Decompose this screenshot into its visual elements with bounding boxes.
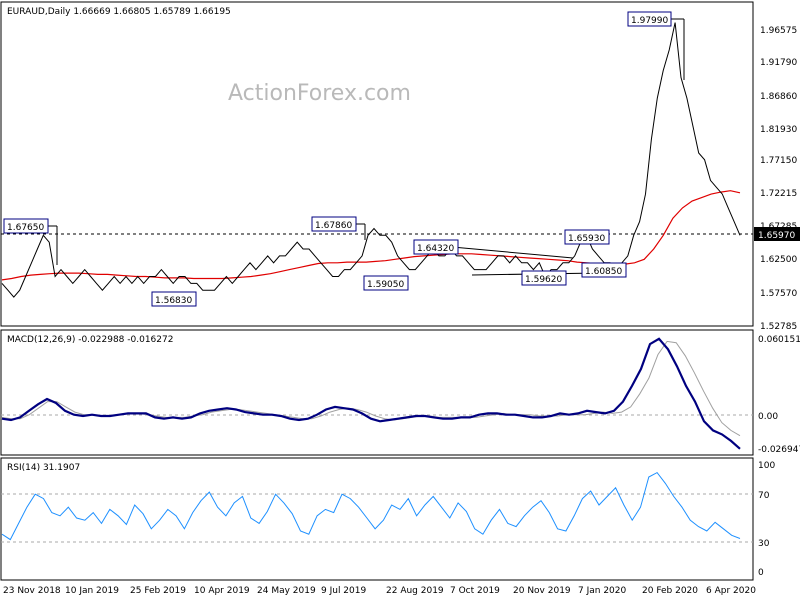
annotation-text: 1.97990 [631, 16, 668, 26]
watermark-text: ActionForex.com [228, 81, 411, 106]
price-tick-label: 1.72215 [760, 189, 797, 199]
price-y-axis: 1.96575 1.91790 1.86860 1.81930 1.77150 … [760, 26, 797, 332]
x-tick-label: 25 Feb 2019 [130, 586, 186, 596]
macd-line [1, 337, 741, 450]
macd-tick-label: -0.026947 [758, 445, 800, 455]
macd-tick-label: 0.060151 [758, 335, 800, 345]
annotation-text: 1.65930 [568, 234, 605, 244]
x-tick-label: 10 Apr 2019 [194, 586, 250, 596]
price-tick-label: 1.57570 [760, 289, 797, 299]
annotation-label-3: 1.67860 [311, 216, 357, 232]
x-tick-label: 9 Jul 2019 [321, 586, 366, 596]
x-tick-label: 20 Feb 2020 [642, 586, 698, 596]
price-panel[interactable] [0, 1, 754, 327]
rsi-tick-label: 0 [758, 568, 764, 578]
x-axis: 23 Nov 2018 10 Jan 2019 25 Feb 2019 10 A… [3, 586, 756, 596]
price-header: EURAUD,Daily 1.66669 1.66805 1.65789 1.6… [7, 7, 231, 17]
rsi-tick-label: 100 [758, 461, 775, 471]
rsi-series-layer [1, 471, 741, 541]
macd-tick-label: 0.00 [758, 412, 778, 422]
annotation-label-6: 1.59620 [521, 270, 567, 286]
annotation-text: 1.64320 [417, 244, 454, 254]
x-tick-label: 10 Jan 2019 [65, 586, 119, 596]
annotation-label-4: 1.59050 [363, 275, 409, 291]
annotation-text: 1.60850 [585, 267, 622, 277]
x-tick-label: 23 Nov 2018 [3, 586, 61, 596]
annotation-label-2: 1.56830 [151, 291, 197, 307]
annotation-text: 1.56830 [155, 296, 192, 306]
rsi-header: RSI(14) 31.1907 [7, 463, 80, 473]
macd-header: MACD(12,26,9) -0.022988 -0.016272 [7, 335, 173, 345]
price-tick-label: 1.52785 [760, 322, 797, 332]
x-tick-label: 22 Aug 2019 [386, 586, 444, 596]
rsi-tick-label: 70 [758, 491, 770, 501]
rsi-line [1, 471, 741, 541]
annotation-text: 1.59620 [525, 275, 562, 285]
current-price-tag [754, 227, 800, 241]
price-tick-label: 1.77150 [760, 156, 797, 166]
price-tick-label: 1.86860 [760, 92, 797, 102]
x-tick-label: 7 Jan 2020 [578, 586, 626, 596]
x-tick-label: 7 Oct 2019 [450, 586, 500, 596]
x-tick-label: 6 Apr 2020 [706, 586, 756, 596]
price-tick-label: 1.81930 [760, 125, 797, 135]
macd-series-layer [1, 337, 741, 450]
x-tick-label: 20 Nov 2019 [513, 586, 571, 596]
price-tick-label: 1.91790 [760, 58, 797, 68]
annotation-label-5: 1.64320 [413, 239, 459, 255]
annotation-text: 1.67860 [315, 221, 352, 231]
annotation-label-1: 1.67650 [3, 218, 49, 234]
annotation-text: 1.59050 [367, 280, 404, 290]
current-price-label: 1.65970 [758, 231, 795, 241]
rsi-panel[interactable] [0, 457, 754, 581]
rsi-tick-label: 30 [758, 539, 770, 549]
annotation-label-9: 1.97990 [627, 11, 672, 27]
annotation-label-8: 1.60850 [581, 262, 627, 278]
annotation-label-7: 1.65930 [564, 229, 610, 245]
x-tick-label: 24 May 2019 [257, 586, 316, 596]
annotation-leaders [48, 18, 685, 265]
price-tick-label: 1.96575 [760, 26, 797, 36]
price-tick-label: 1.62500 [760, 255, 797, 265]
annotation-text: 1.67650 [7, 223, 44, 233]
